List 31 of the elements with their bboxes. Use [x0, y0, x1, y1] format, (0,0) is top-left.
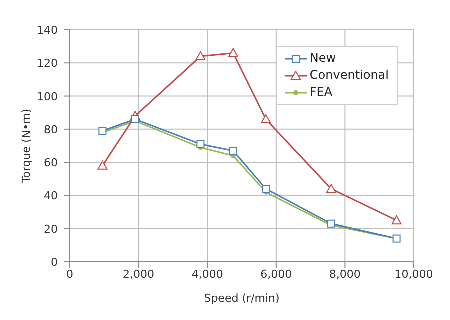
point — [196, 52, 206, 61]
y-tick-label: 80 — [44, 123, 58, 136]
legend-label: Conventional — [310, 67, 389, 84]
y-tick-label: 20 — [44, 222, 58, 236]
point — [228, 48, 238, 58]
point — [262, 185, 270, 194]
x-axis-title: Speed (r/min) — [204, 292, 280, 305]
y-tick-label: 100 — [37, 90, 58, 104]
point — [98, 160, 108, 170]
point — [392, 216, 402, 225]
y-tick-label: 120 — [37, 57, 58, 70]
y-tick-label: 60 — [44, 156, 58, 170]
point — [196, 140, 205, 148]
y-axis-title: Torque (N•m) — [20, 108, 33, 184]
point — [131, 115, 140, 124]
point — [326, 184, 336, 194]
x-tick-label: 10,000 — [394, 268, 434, 281]
x-tick-label: 4,000 — [192, 268, 224, 281]
point — [261, 114, 272, 124]
point — [229, 146, 238, 155]
y-tick-label: 140 — [37, 24, 58, 37]
point — [98, 127, 107, 136]
y-tick-label: 40 — [44, 190, 58, 203]
legend-label: New — [310, 50, 336, 67]
x-tick-label: 0 — [66, 268, 74, 281]
point — [327, 220, 336, 228]
x-tick-label: 6,000 — [260, 268, 292, 281]
y-tick-label: 0 — [51, 256, 58, 269]
x-tick-label: 8,000 — [329, 268, 361, 281]
x-tick-label: 2,000 — [123, 268, 155, 281]
legend-label: FEA — [310, 84, 333, 101]
